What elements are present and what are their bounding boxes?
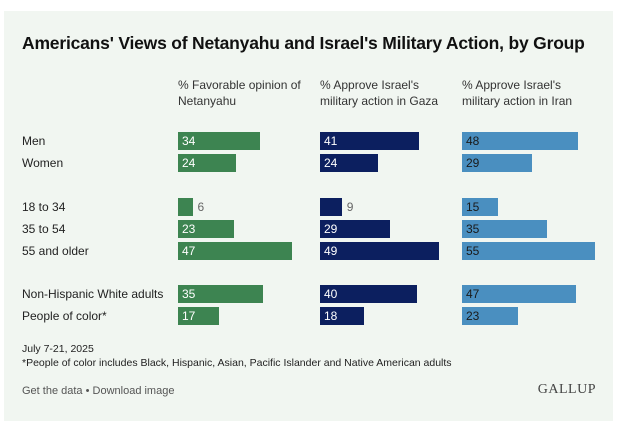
footer-links: Get the data • Download image [22,385,174,397]
bar [178,198,193,216]
bar [320,242,439,260]
row-label: People of color* [22,309,107,323]
download-image-link[interactable]: Download image [92,385,175,397]
bar-value-label: 34 [182,134,196,148]
bar-value-label: 15 [466,200,480,214]
gallup-logo: GALLUP [537,382,596,397]
bar-value-label: 48 [466,134,480,148]
bar [178,307,220,325]
row-label: 35 to 54 [22,222,66,236]
bar-value-label: 29 [324,222,338,236]
bar [462,220,547,238]
bar-value-label: 49 [324,244,338,258]
bar [462,307,518,325]
bar [178,220,234,238]
bar [320,154,379,172]
get-data-link[interactable]: Get the data [22,385,83,397]
bar [462,198,499,216]
bar-value-label: 18 [324,309,338,323]
bar-value-label: 35 [466,222,480,236]
row-label: 18 to 34 [22,200,66,214]
bar-value-label: 29 [466,156,480,170]
column-header-gaza: % Approve Israel's military action in Ga… [320,78,439,108]
bar [462,154,533,172]
bar-value-label: 17 [182,309,196,323]
bar [178,154,237,172]
bar [178,132,261,150]
bar-value-label: 40 [324,287,338,301]
column-header-netanyahu: % Favorable opinion of Netanyahu [178,78,301,108]
bar-value-label: 55 [466,244,480,258]
bar-value-label: 24 [182,156,196,170]
bar-value-label: 47 [182,244,196,258]
bar [462,285,576,303]
link-separator: • [82,385,93,397]
bar [462,242,596,260]
bar-value-label: 35 [182,287,196,301]
bar-value-label: 24 [324,156,338,170]
footnote: *People of color includes Black, Hispani… [22,357,452,369]
chart-title: Americans' Views of Netanyahu and Israel… [22,33,585,53]
bar-value-label: 6 [197,200,205,214]
row-label: Non-Hispanic White adults [22,287,164,301]
row-label: Women [22,156,64,170]
row-label: Men [22,134,46,148]
bar-value-label: 23 [182,222,196,236]
bar [320,285,417,303]
survey-dates: July 7-21, 2025 [22,343,94,355]
row-label: 55 and older [22,244,89,258]
bar-value-label: 41 [324,134,338,148]
bar [320,132,420,150]
bar [178,285,263,303]
bar-value-label: 47 [466,287,480,301]
chart-panel [4,11,613,421]
bar [320,220,391,238]
bar [178,242,292,260]
bar [320,198,342,216]
column-header-iran: % Approve Israel's military action in Ir… [462,78,573,108]
bar-value-label: 23 [466,309,480,323]
bar [320,307,364,325]
bar [462,132,579,150]
bar-value-label: 9 [346,200,354,214]
